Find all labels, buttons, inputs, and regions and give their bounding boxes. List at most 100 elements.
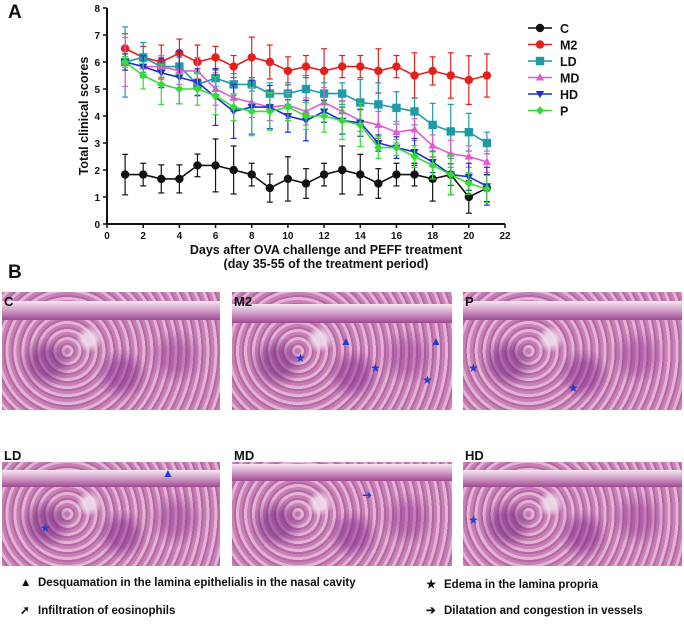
data-point-c (229, 165, 238, 175)
histology-image-hd (463, 462, 682, 566)
key-text: Infiltration of eosinophils (38, 605, 176, 617)
data-point-m2 (265, 57, 275, 67)
x-tick-label: 0 (104, 231, 110, 242)
data-point-m2 (428, 66, 437, 76)
legend-label-ld: LD (560, 55, 577, 69)
data-point-m2 (319, 66, 329, 76)
triangle-icon: ▲ (20, 577, 32, 589)
data-point-ld (482, 138, 492, 148)
data-point-c (138, 170, 148, 179)
triangle-marker-icon: ▲ (430, 334, 442, 348)
legend-label-p: P (560, 105, 568, 119)
data-point-m2 (229, 62, 238, 71)
data-point-p (337, 116, 347, 125)
arrow-marker-icon: ➔ (362, 488, 373, 502)
data-point-md (482, 157, 492, 165)
star-marker-icon: ★ (40, 521, 51, 535)
data-point-m2 (392, 62, 401, 71)
x-tick-label: 18 (427, 231, 439, 242)
data-point-ld (410, 107, 419, 116)
data-point-ld (428, 120, 437, 130)
histology-label: M2 (234, 294, 253, 309)
data-point-m2 (446, 71, 455, 80)
x-tick-label: 14 (355, 231, 367, 242)
data-point-c (319, 170, 329, 179)
key-text: Dilatation and congestion in vessels (444, 605, 643, 617)
data-point-c (410, 170, 419, 179)
data-point-c (247, 170, 256, 179)
key-edema: ★ Edema in the lamina propria (426, 577, 598, 591)
legend-marker-md (535, 73, 545, 81)
data-point-p (392, 143, 401, 152)
legend-marker-p (535, 106, 545, 115)
panel-b-label: B (8, 262, 22, 283)
data-point-md (410, 125, 419, 133)
y-tick-label: 6 (94, 58, 100, 69)
data-point-p (193, 84, 202, 94)
data-point-m2 (464, 75, 474, 85)
star-marker-icon: ★ (468, 513, 479, 527)
data-point-p (229, 102, 238, 112)
data-point-p (157, 80, 166, 89)
data-point-c (356, 170, 365, 179)
legend-label-c: C (560, 22, 569, 36)
data-point-p (446, 170, 455, 179)
data-point-md (392, 128, 401, 136)
x-tick-label: 2 (140, 231, 146, 242)
y-tick-label: 5 (94, 85, 100, 96)
legend-marker-ld (535, 56, 545, 66)
data-point-c (301, 179, 311, 188)
histology-label: HD (465, 448, 484, 463)
data-point-ld (464, 128, 474, 137)
histology-image-p (463, 292, 682, 410)
data-point-p (301, 111, 311, 121)
x-tick-label: 4 (177, 231, 183, 242)
diagonal-arrow-icon: ➚ (20, 605, 30, 617)
x-tick-label: 20 (463, 231, 475, 242)
star-marker-icon: ★ (568, 381, 579, 395)
data-point-p (482, 184, 492, 194)
x-axis-label: Days after OVA challenge and PEFF treatm… (190, 243, 463, 257)
data-point-c (157, 174, 166, 184)
data-point-c (193, 161, 202, 170)
y-tick-label: 3 (94, 139, 100, 150)
x-tick-label: 10 (282, 231, 294, 242)
triangle-marker-icon: ▲ (162, 466, 174, 480)
legend-label-hd: HD (560, 88, 578, 102)
right-arrow-icon: ➔ (426, 605, 436, 617)
data-point-m2 (374, 66, 383, 76)
data-point-c (337, 165, 347, 175)
data-point-p (120, 57, 130, 67)
data-point-p (410, 152, 419, 161)
star-marker-icon: ★ (422, 373, 433, 387)
data-point-p (283, 102, 293, 112)
histology-label: C (4, 294, 14, 309)
y-tick-label: 8 (94, 4, 100, 15)
data-point-m2 (247, 53, 256, 62)
x-tick-label: 6 (213, 231, 219, 242)
y-tick-label: 7 (94, 31, 100, 42)
y-tick-label: 0 (94, 220, 100, 231)
x-tick-label: 16 (391, 231, 403, 242)
key-infiltration: ➚ Infiltration of eosinophils (20, 603, 175, 617)
data-point-md (446, 149, 455, 157)
key-dilatation: ➔ Dilatation and congestion in vessels (426, 603, 643, 617)
y-tick-label: 2 (94, 166, 100, 177)
legend-marker-c (535, 23, 545, 33)
data-point-c (392, 170, 401, 179)
histology-label: P (465, 294, 474, 309)
data-point-m2 (211, 53, 220, 62)
data-point-m2 (410, 71, 419, 80)
star-marker-icon: ★ (370, 361, 381, 375)
data-point-p (428, 161, 437, 170)
data-point-c (120, 170, 130, 179)
legend-label-md: MD (560, 72, 579, 86)
histology-image-m2 (232, 292, 452, 410)
data-point-p (265, 107, 275, 116)
data-point-p (356, 120, 365, 130)
legend-label-m2: M2 (560, 39, 577, 53)
histology-image-c (2, 292, 220, 410)
data-point-m2 (301, 62, 311, 71)
